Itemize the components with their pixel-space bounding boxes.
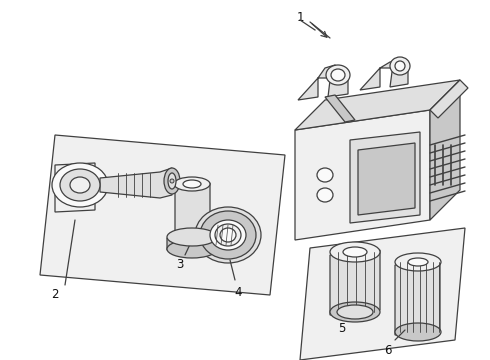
Text: 5: 5: [338, 321, 345, 334]
Polygon shape: [55, 163, 95, 212]
Text: 2: 2: [51, 288, 59, 302]
Ellipse shape: [174, 177, 210, 191]
Ellipse shape: [331, 69, 345, 81]
Polygon shape: [100, 168, 172, 198]
Ellipse shape: [337, 305, 373, 319]
Ellipse shape: [52, 163, 108, 207]
Ellipse shape: [220, 228, 236, 242]
Polygon shape: [358, 143, 415, 215]
Polygon shape: [325, 95, 355, 122]
Text: 3: 3: [176, 258, 184, 271]
Polygon shape: [350, 132, 420, 223]
Ellipse shape: [343, 247, 367, 257]
Polygon shape: [395, 260, 440, 335]
Ellipse shape: [170, 179, 174, 183]
Polygon shape: [295, 110, 430, 240]
Ellipse shape: [395, 253, 441, 271]
Polygon shape: [298, 65, 348, 100]
Ellipse shape: [317, 168, 333, 182]
Ellipse shape: [174, 232, 210, 246]
Polygon shape: [360, 60, 408, 90]
Ellipse shape: [195, 207, 261, 263]
Ellipse shape: [60, 169, 100, 201]
Ellipse shape: [330, 242, 380, 262]
Ellipse shape: [395, 323, 441, 341]
Polygon shape: [167, 236, 217, 250]
Polygon shape: [430, 80, 460, 220]
Ellipse shape: [317, 188, 333, 202]
Ellipse shape: [70, 177, 90, 193]
Ellipse shape: [167, 240, 217, 258]
Text: 1: 1: [296, 10, 304, 23]
Polygon shape: [330, 250, 380, 315]
Ellipse shape: [164, 168, 180, 194]
Ellipse shape: [408, 258, 428, 266]
Ellipse shape: [210, 220, 246, 250]
Ellipse shape: [326, 65, 350, 85]
Polygon shape: [175, 183, 210, 240]
Ellipse shape: [183, 180, 201, 188]
Polygon shape: [40, 135, 285, 295]
Ellipse shape: [168, 173, 176, 189]
Text: 4: 4: [234, 285, 242, 298]
Ellipse shape: [200, 211, 256, 259]
Text: 6: 6: [384, 343, 392, 356]
Ellipse shape: [390, 57, 410, 75]
Polygon shape: [300, 228, 465, 360]
Ellipse shape: [395, 61, 405, 71]
Polygon shape: [295, 80, 460, 130]
Polygon shape: [430, 80, 468, 118]
Ellipse shape: [330, 302, 380, 322]
Ellipse shape: [167, 228, 217, 246]
Ellipse shape: [215, 224, 241, 246]
